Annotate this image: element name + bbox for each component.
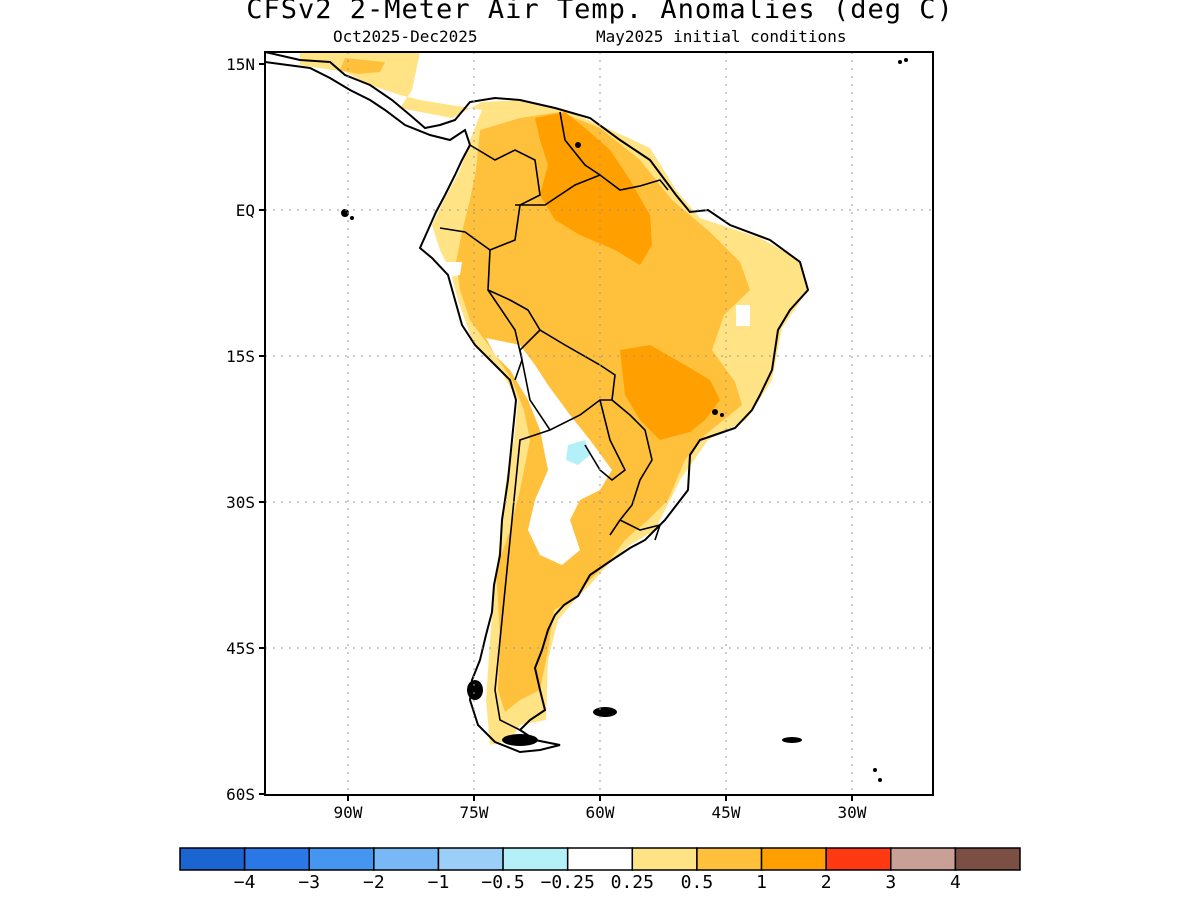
colorbar-label: −4 <box>234 872 256 893</box>
colorbar-swatch <box>696 847 763 871</box>
lat-label-eq: EQ <box>236 201 255 220</box>
colorbar-swatch <box>179 847 246 871</box>
colorbar-swatch <box>760 847 827 871</box>
colorbar-swatch <box>890 847 957 871</box>
lon-label-45w: 45W <box>712 803 741 822</box>
lat-label-15n: 15N <box>226 55 255 74</box>
colorbar-swatch <box>437 847 504 871</box>
lon-axis <box>347 795 853 801</box>
lat-axis <box>259 63 265 795</box>
colorbar-swatch <box>373 847 440 871</box>
colorbar-label: 3 <box>885 872 896 893</box>
colorbar-swatch <box>631 847 698 871</box>
colorbar-label: −0.5 <box>481 872 524 893</box>
map-plot <box>265 52 908 782</box>
colorbar-swatch <box>243 847 310 871</box>
colorbar-swatch <box>566 847 634 871</box>
initial-conditions: May2025 initial conditions <box>596 27 847 46</box>
lat-label-30s: 30S <box>226 493 255 512</box>
lat-label-45s: 45S <box>226 639 255 658</box>
lon-label-90w: 90W <box>334 803 363 822</box>
anomaly-fill-strong <box>535 112 720 440</box>
colorbar-label: 2 <box>821 872 832 893</box>
colorbar-swatch <box>825 847 892 871</box>
colorbar-label: 0.5 <box>681 872 714 893</box>
colorbar-label: −2 <box>363 872 385 893</box>
colorbar-label: −1 <box>428 872 450 893</box>
lon-label-60w: 60W <box>586 803 615 822</box>
colorbar-label: −0.25 <box>541 872 595 893</box>
colorbar: −4 −3 −2 −1 −0.5 −0.25 0.25 0.5 1 2 3 4 <box>179 847 1021 893</box>
coastline <box>265 52 810 754</box>
colorbar-label: 1 <box>756 872 767 893</box>
country-borders <box>439 111 669 731</box>
lat-label-60s: 60S <box>226 785 255 804</box>
islands <box>341 58 908 782</box>
anomaly-fill-cool <box>566 440 590 465</box>
colorbar-swatch <box>502 847 569 871</box>
lon-label-30w: 30W <box>838 803 867 822</box>
colorbar-label: 4 <box>950 872 961 893</box>
map-title: CFSv2 2-Meter Air Temp. Anomalies (deg C… <box>246 0 954 25</box>
forecast-period: Oct2025-Dec2025 <box>333 27 478 46</box>
colorbar-swatch <box>954 847 1021 871</box>
lon-label-75w: 75W <box>460 803 489 822</box>
lat-label-15s: 15S <box>226 347 255 366</box>
colorbar-label: 0.25 <box>611 872 654 893</box>
colorbar-swatch <box>308 847 375 871</box>
colorbar-label: −3 <box>298 872 320 893</box>
